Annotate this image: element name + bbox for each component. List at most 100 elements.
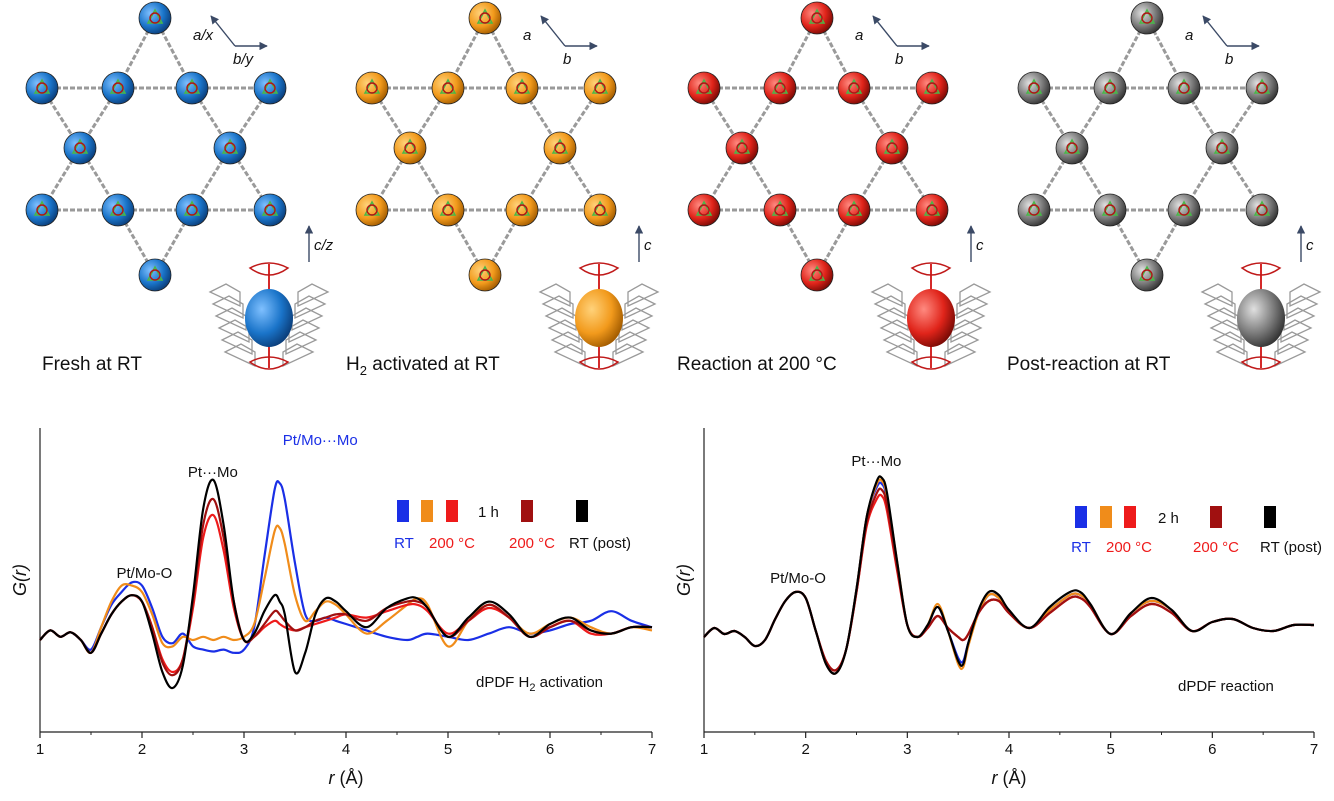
cluster-node: [1167, 71, 1201, 105]
cluster-node: [800, 258, 834, 292]
peak-annotation: Pt/Mo-O: [117, 565, 173, 582]
panel-label-post: Post-reaction at RT: [1007, 354, 1171, 375]
pore-cluster-bottom: [248, 356, 290, 370]
ring-fragment: [1203, 295, 1236, 320]
cluster-core: [186, 82, 198, 94]
axis-label-b: b: [895, 51, 903, 68]
cluster-core: [149, 269, 161, 281]
series-line: [703, 475, 1315, 675]
axis-label-c: c: [644, 237, 652, 254]
cluster-core: [1141, 269, 1153, 281]
ring-fragment: [956, 295, 989, 320]
x-axis-label: r (Å): [329, 768, 364, 788]
legend-label: RT (post): [569, 535, 631, 552]
ring-fragment: [1289, 283, 1322, 308]
cluster-node: [1017, 71, 1051, 105]
cluster-core: [442, 204, 454, 216]
legend-swatch: [1210, 506, 1222, 528]
peak-annotation: Pt/Mo···Mo: [283, 432, 358, 449]
ring-fragment: [297, 283, 330, 308]
cluster-core: [774, 82, 786, 94]
cluster-core: [1066, 142, 1078, 154]
cluster-node: [25, 193, 59, 227]
axis-label-c: c/z: [314, 237, 334, 254]
pore-cluster-bottom: [910, 356, 952, 370]
cluster-core: [36, 204, 48, 216]
x-tick-label: 3: [240, 741, 248, 758]
peak-annotation: Pt/Mo-O: [770, 570, 826, 587]
legend-label: 200 °C: [1106, 539, 1152, 556]
cluster-core: [442, 82, 454, 94]
legend-swatch: [1075, 506, 1087, 528]
framework-linker: [1145, 209, 1186, 276]
cluster-core: [848, 204, 860, 216]
axis-arrow-a: [540, 15, 566, 47]
framework-linker: [116, 209, 157, 276]
legend-label: RT (post): [1260, 539, 1322, 556]
cluster-node: [837, 193, 871, 227]
cluster-core: [74, 142, 86, 154]
legend-swatch: [1264, 506, 1276, 528]
pore-cluster-bottom: [1240, 356, 1282, 370]
cluster-node: [1245, 71, 1279, 105]
framework-linker: [446, 209, 487, 276]
ring-fragment: [285, 331, 318, 356]
ring-fragment: [223, 343, 256, 368]
ring-fragment: [885, 343, 918, 368]
cluster-node: [505, 193, 539, 227]
cluster-node: [1093, 71, 1127, 105]
axis-label-b: b: [563, 51, 571, 68]
axis-label-b: b: [1225, 51, 1233, 68]
cluster-node: [837, 71, 871, 105]
ring-fragment: [627, 283, 660, 308]
chart-title: dPDF H2 activation: [476, 674, 603, 694]
x-tick-label: 6: [1208, 741, 1216, 758]
cluster-node: [687, 193, 721, 227]
pore-cluster-top: [578, 262, 620, 276]
pore-density-sphere: [245, 289, 293, 347]
cluster-core: [366, 204, 378, 216]
cluster-core: [264, 204, 276, 216]
cluster-core: [886, 142, 898, 154]
cluster-node: [25, 71, 59, 105]
framework-linker: [890, 147, 934, 211]
x-tick-label: 7: [648, 741, 656, 758]
ring-fragment: [1212, 331, 1245, 356]
cluster-node: [213, 131, 247, 165]
cluster-node: [687, 71, 721, 105]
cluster-core: [224, 142, 236, 154]
framework-linker: [558, 147, 602, 211]
x-tick-label: 2: [138, 741, 146, 758]
ring-fragment: [282, 343, 315, 368]
cluster-node: [725, 131, 759, 165]
chart-title: dPDF reaction: [1178, 678, 1274, 695]
axis-label-c: c: [1306, 237, 1314, 254]
series-line: [39, 480, 653, 655]
ring-fragment: [882, 331, 915, 356]
axis-arrow-a: [1202, 15, 1228, 47]
cluster-core: [516, 82, 528, 94]
ring-fragment: [870, 283, 903, 308]
cluster-node: [763, 71, 797, 105]
legend-swatch: [1100, 506, 1112, 528]
legend-swatch: [1124, 506, 1136, 528]
cluster-core: [112, 204, 124, 216]
legend-time: 1 h: [478, 504, 499, 521]
cluster-node: [101, 71, 135, 105]
cluster-node: [1205, 131, 1239, 165]
ring-fragment: [615, 331, 648, 356]
legend-swatch: [397, 500, 409, 522]
cluster-core: [736, 142, 748, 154]
cluster-node: [431, 193, 465, 227]
ring-fragment: [294, 295, 327, 320]
x-tick-label: 1: [36, 741, 44, 758]
cluster-node: [763, 193, 797, 227]
x-axis-label: r (Å): [992, 768, 1027, 788]
legend-time: 2 h: [1158, 510, 1179, 527]
ring-fragment: [1286, 295, 1319, 320]
cluster-core: [554, 142, 566, 154]
cluster-core: [366, 82, 378, 94]
legend-swatch: [521, 500, 533, 522]
cluster-core: [811, 12, 823, 24]
x-tick-label: 2: [801, 741, 809, 758]
